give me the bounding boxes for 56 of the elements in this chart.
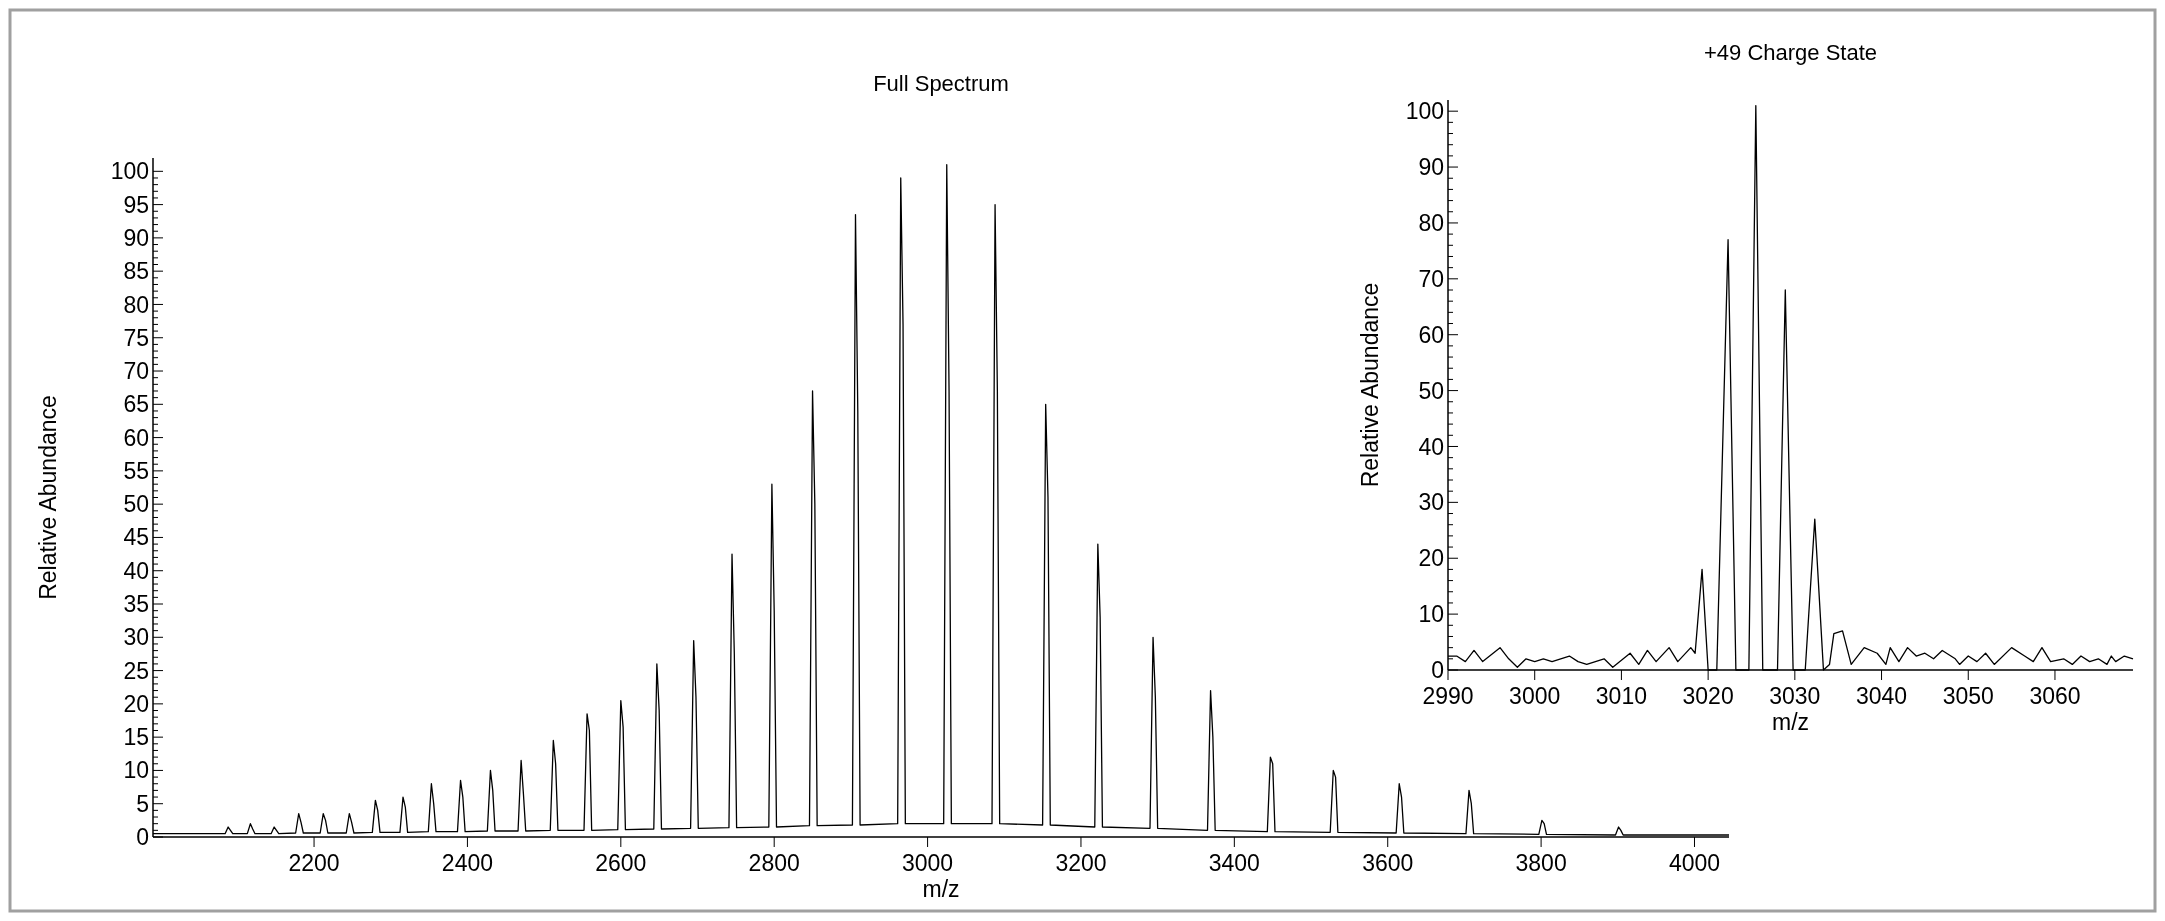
y-tick-label: 0	[1431, 657, 1444, 684]
y-tick-label: 70	[1418, 265, 1444, 292]
x-axis-title: m/z	[922, 876, 960, 902]
x-tick-label: 3040	[1855, 683, 1908, 709]
x-tick-label: 2400	[441, 850, 494, 876]
chart-title: Full Spectrum	[873, 71, 1009, 96]
x-tick-label: 2800	[748, 850, 800, 876]
y-tick-label: 50	[123, 491, 149, 518]
x-tick-label: 3200	[1055, 850, 1107, 876]
y-tick-label: 5	[136, 790, 149, 817]
y-axis-title: Relative Abundance	[35, 395, 61, 600]
x-tick-label: 2990	[1422, 683, 1474, 709]
y-tick-label: 15	[123, 724, 149, 751]
y-tick-label: 90	[1418, 154, 1444, 181]
y-tick-label: 85	[123, 258, 149, 285]
x-tick-label: 3030	[1769, 683, 1821, 709]
x-tick-label: 3400	[1208, 850, 1260, 876]
x-tick-label: 3010	[1595, 683, 1647, 709]
x-tick-label: 3800	[1515, 850, 1567, 876]
x-tick-label: 3060	[2029, 683, 2081, 709]
chart-title: +49 Charge State	[1703, 40, 1878, 65]
y-tick-label: 100	[110, 158, 149, 185]
y-tick-label: 70	[123, 358, 149, 385]
x-tick-label: 3000	[1509, 683, 1561, 709]
y-tick-label: 10	[1418, 601, 1444, 628]
y-tick-label: 20	[123, 690, 149, 717]
y-tick-label: 10	[123, 757, 149, 784]
x-tick-label: 2600	[595, 850, 647, 876]
y-tick-label: 30	[123, 624, 149, 651]
y-tick-label: 60	[123, 424, 149, 451]
y-tick-label: 90	[123, 224, 149, 251]
y-tick-label: 45	[123, 524, 149, 551]
x-tick-label: 3020	[1682, 683, 1734, 709]
x-tick-label: 3050	[1942, 683, 1994, 709]
y-tick-label: 60	[1418, 321, 1444, 348]
y-tick-label: 100	[1405, 98, 1444, 125]
y-tick-label: 30	[1418, 489, 1444, 516]
y-tick-label: 75	[123, 324, 149, 351]
y-tick-label: 95	[123, 191, 149, 218]
x-tick-label: 3000	[901, 850, 954, 876]
x-tick-label: 4000	[1668, 850, 1721, 876]
y-tick-label: 65	[123, 391, 149, 418]
x-tick-label: 3600	[1362, 850, 1414, 876]
y-tick-label: 35	[123, 591, 149, 618]
x-axis-title: m/z	[1771, 709, 1810, 735]
y-tick-label: 55	[123, 457, 149, 484]
y-tick-label: 20	[1418, 545, 1444, 572]
y-tick-label: 80	[123, 291, 149, 318]
y-tick-label: 50	[1418, 377, 1444, 404]
x-tick-label: 2200	[288, 850, 340, 876]
y-tick-label: 0	[136, 824, 149, 851]
y-tick-label: 40	[1418, 433, 1444, 460]
y-axis-title: Relative Abundance	[1357, 282, 1383, 488]
y-tick-label: 25	[123, 657, 149, 684]
y-tick-label: 80	[1418, 209, 1444, 236]
y-tick-label: 40	[123, 557, 149, 584]
